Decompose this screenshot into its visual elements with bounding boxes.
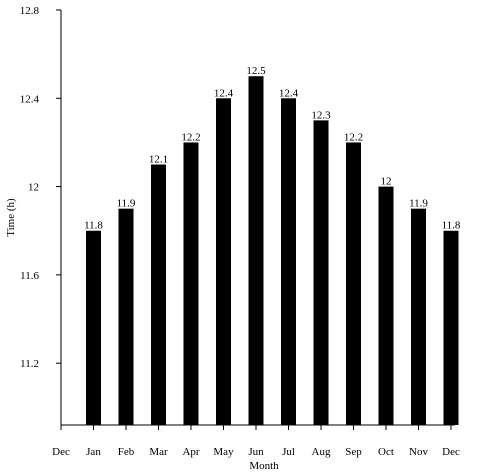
x-tick-label: Feb [118, 446, 135, 458]
bar [378, 186, 394, 425]
bar [248, 76, 264, 426]
bar-value-label: 11.9 [409, 198, 428, 210]
x-tick-label: Jan [86, 446, 101, 458]
bar-value-label: 12.4 [279, 87, 299, 99]
x-tick-label: May [213, 446, 234, 458]
bar [443, 230, 459, 425]
y-tick-label: 11.6 [20, 270, 39, 282]
bar-value-label: 12.2 [344, 131, 363, 143]
bar [151, 164, 166, 425]
x-tick-label: Apr [182, 446, 199, 458]
data-labels-group: 11.8 11.9 12.1 12.2 12.4 12.5 12.4 12.3 12.2 12 11… [84, 65, 461, 232]
bar [86, 230, 101, 425]
x-tick-label: Jul [282, 446, 295, 458]
x-tick-label: Jun [248, 446, 264, 458]
bar [118, 208, 134, 425]
x-tick-label: Sep [345, 446, 362, 458]
bar [411, 208, 426, 425]
bar-value-label: 12.1 [149, 154, 168, 166]
bar-value-label: 12.3 [311, 109, 331, 121]
bar-value-label: 11.9 [117, 198, 136, 210]
bar [216, 98, 231, 425]
y-tick-label: 11.2 [20, 358, 39, 370]
y-tick-label: 12.8 [20, 5, 40, 17]
y-ticks-group: 11.2 11.6 12 12.4 12.8 [20, 5, 61, 370]
bars-group [86, 76, 459, 426]
x-ticks-group: Dec Jan Feb Mar Apr May Jun Jul Aug Sep Oct Nov Dec [52, 425, 460, 458]
x-tick-label: Mar [149, 446, 168, 458]
y-tick-label: 12 [28, 182, 39, 194]
x-tick-label: Aug [312, 446, 331, 458]
x-tick-label: Nov [409, 446, 428, 458]
bar [281, 98, 296, 425]
bar-value-label: 12 [381, 176, 392, 188]
bar [346, 142, 361, 425]
x-tick-label: Oct [378, 446, 394, 458]
y-tick-label: 12.4 [20, 93, 40, 105]
x-axis-title: Month [249, 460, 279, 472]
x-tick-label: Dec [52, 446, 70, 458]
bar [183, 142, 199, 425]
bar-value-label: 12.2 [181, 131, 200, 143]
bar-value-label: 11.8 [84, 220, 103, 232]
bar-value-label: 12.4 [214, 87, 234, 99]
bar-value-label: 12.5 [246, 65, 266, 77]
bar [313, 120, 329, 425]
bar-value-label: 11.8 [442, 220, 461, 232]
y-axis-title: Time (h) [5, 198, 17, 237]
x-tick-label: Dec [442, 446, 460, 458]
